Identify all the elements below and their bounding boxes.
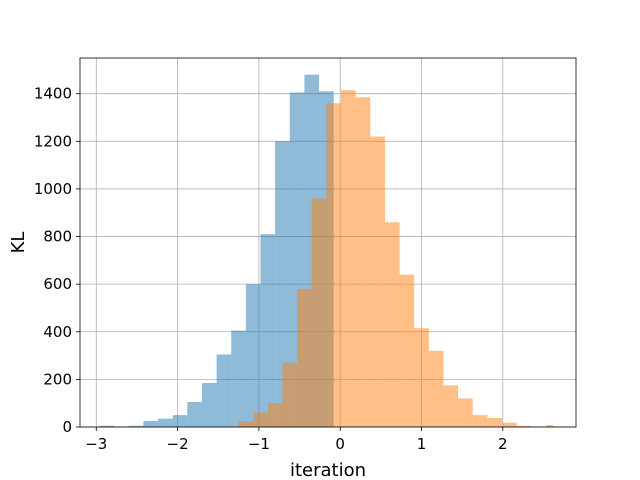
series-1-bar-4: [158, 418, 173, 427]
series-2-bar-16: [472, 415, 488, 427]
series-2-bar-12: [414, 328, 429, 427]
series-2-bar-8: [355, 97, 371, 428]
series-1-bar-9: [231, 330, 246, 427]
x-tick-label-5: 2: [498, 435, 508, 453]
series-2-bar-4: [297, 288, 312, 427]
y-tick-label-1: 200: [43, 370, 72, 388]
series-1-bar-10: [245, 284, 261, 427]
histogram-bars: [99, 74, 554, 428]
series-2-bar-21: [545, 425, 554, 427]
y-tick-label-0: 0: [62, 418, 72, 436]
series-1-bar-8: [216, 354, 232, 427]
x-tick-label-1: −2: [167, 435, 189, 453]
series-1-bar-2: [128, 425, 144, 427]
y-tick-label-3: 600: [43, 275, 72, 293]
x-tick-label-4: 1: [417, 435, 427, 453]
series-1-bar-11: [260, 234, 276, 427]
series-2-bar-1: [253, 412, 268, 427]
axis-ticks: −3 −2 −1 0 1 2 0 200 400 600 800 1000 1200 1400: [34, 85, 508, 453]
series-2-bar-7: [341, 90, 356, 428]
series-1-bar-3: [143, 421, 159, 427]
series-1-bar-5: [172, 415, 188, 427]
series-1-bar-6: [187, 402, 202, 427]
series-2-bar-11: [399, 274, 415, 427]
series-1-bar-0: [99, 425, 115, 427]
y-tick-label-5: 1000: [34, 180, 72, 198]
series-2-bar-5: [311, 198, 327, 427]
series-2-bar-14: [443, 385, 459, 427]
series-2-bar-18: [502, 422, 517, 427]
series-2-bar-2: [267, 403, 283, 427]
y-tick-label-2: 400: [43, 323, 72, 341]
y-tick-label-4: 800: [43, 228, 72, 246]
series-2-bar-15: [458, 398, 473, 427]
y-axis-label: KL: [8, 232, 29, 254]
series-1-bar-12: [275, 141, 290, 428]
x-axis-label: iteration: [290, 460, 366, 480]
y-tick-label-7: 1400: [34, 85, 72, 103]
series-2-bar-9: [370, 136, 385, 428]
series-2-bar-10: [384, 222, 400, 427]
series-2-bar-17: [487, 417, 503, 427]
x-tick-label-2: −1: [248, 435, 270, 453]
series-2-bar-3: [282, 362, 298, 427]
series-1-bar-7: [201, 382, 217, 427]
plot-frame: [79, 57, 577, 428]
series-2-bar-0: [238, 421, 254, 427]
x-tick-label-0: −3: [85, 435, 107, 453]
y-tick-label-6: 1200: [34, 132, 72, 150]
series-2-bar-6: [326, 103, 342, 427]
series-2-bar-13: [428, 350, 444, 427]
series-2-bar-19: [516, 425, 532, 427]
x-tick-label-3: 0: [335, 435, 345, 453]
